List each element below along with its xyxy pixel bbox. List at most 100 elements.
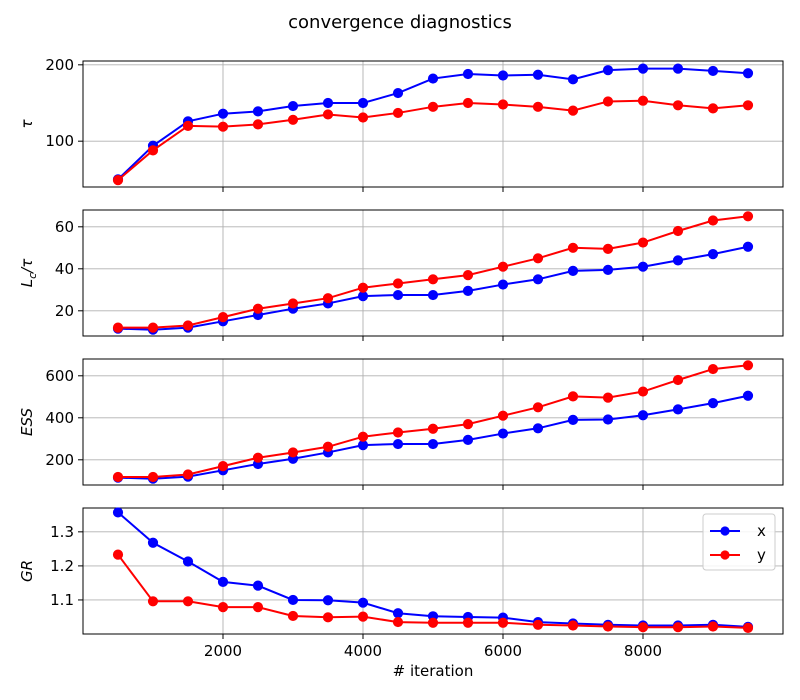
- data-point-y: [392, 427, 404, 438]
- data-point-x: [742, 68, 754, 79]
- data-point-y: [532, 619, 544, 630]
- data-point-y: [252, 452, 264, 463]
- data-point-x: [357, 291, 369, 302]
- data-point-y: [532, 253, 544, 264]
- data-point-y: [497, 617, 509, 628]
- data-point-y: [707, 215, 719, 226]
- data-point-y: [567, 105, 579, 116]
- data-point-y: [637, 95, 649, 106]
- series-x: [112, 507, 754, 632]
- data-point-x: [602, 264, 614, 275]
- data-point-y: [462, 97, 474, 109]
- series-y: [112, 95, 754, 186]
- data-point-y: [357, 611, 369, 622]
- data-point-x: [252, 106, 264, 117]
- data-point-y: [147, 596, 159, 607]
- data-point-x: [462, 68, 474, 80]
- data-point-y: [392, 278, 404, 289]
- data-point-x: [427, 289, 439, 301]
- data-point-y: [497, 261, 509, 272]
- legend-marker-x: [720, 526, 730, 536]
- data-point-x: [707, 65, 719, 77]
- data-point-x: [462, 285, 474, 296]
- data-point-y: [602, 243, 614, 254]
- data-point-x: [707, 398, 719, 409]
- data-point-y: [217, 601, 229, 613]
- data-point-y: [147, 322, 159, 333]
- series-x: [112, 63, 754, 185]
- data-point-y: [112, 175, 124, 186]
- data-point-x: [112, 507, 124, 518]
- data-point-y: [462, 419, 474, 430]
- axes-frame: [82, 507, 784, 635]
- data-point-x: [392, 608, 404, 619]
- data-point-y: [672, 100, 684, 111]
- y-tick-label: 100: [45, 132, 74, 150]
- data-point-x: [217, 108, 229, 119]
- data-point-y: [497, 410, 509, 421]
- data-point-x: [567, 74, 579, 85]
- data-point-x: [287, 100, 299, 112]
- panels-group: 100 200 τ 20 40 60 Lc/τ 200 400 600 ESS 2000 4000 600…: [18, 56, 784, 680]
- x-tick-label: 8000: [624, 642, 662, 660]
- data-point-x: [637, 261, 649, 272]
- data-point-x: [357, 597, 369, 608]
- data-point-y: [287, 447, 299, 458]
- x-tick-label: 2000: [204, 642, 242, 660]
- data-point-x: [427, 73, 439, 84]
- data-point-y: [707, 363, 719, 375]
- data-point-y: [112, 471, 124, 483]
- data-point-x: [392, 438, 404, 450]
- data-point-y: [217, 121, 229, 132]
- data-point-x: [217, 576, 229, 587]
- data-point-y: [392, 107, 404, 119]
- panel-3: 200 400 600 ESS: [18, 358, 784, 490]
- data-point-x: [742, 390, 754, 401]
- data-point-y: [287, 114, 299, 125]
- series-line-x: [117, 245, 749, 331]
- data-point-x: [602, 65, 614, 76]
- data-point-y: [567, 620, 579, 631]
- data-point-y: [637, 237, 649, 248]
- data-point-x: [147, 537, 159, 548]
- data-point-x: [567, 265, 579, 276]
- legend-marker-y: [720, 550, 730, 560]
- data-point-x: [427, 438, 439, 450]
- data-point-y: [287, 610, 299, 622]
- data-point-x: [462, 434, 474, 445]
- data-point-x: [672, 63, 684, 74]
- data-point-x: [497, 279, 509, 290]
- data-point-x: [322, 595, 334, 606]
- series-line-x: [117, 511, 749, 628]
- data-point-y: [742, 211, 754, 222]
- y-axis-label: ESS: [18, 408, 36, 436]
- data-point-x: [707, 249, 719, 260]
- panel-2: 20 40 60 Lc/τ: [18, 209, 784, 341]
- data-point-y: [147, 145, 159, 156]
- data-point-x: [252, 580, 264, 591]
- data-point-y: [462, 617, 474, 628]
- data-point-y: [357, 282, 369, 293]
- y-axis-label: τ: [18, 119, 36, 129]
- data-point-y: [392, 616, 404, 628]
- figure-title: convergence diagnostics: [288, 12, 512, 33]
- data-point-x: [567, 414, 579, 425]
- data-point-y: [182, 120, 194, 132]
- data-point-y: [462, 270, 474, 281]
- data-point-y: [637, 386, 649, 397]
- data-point-x: [287, 594, 299, 606]
- data-point-y: [707, 103, 719, 114]
- y-tick-label: 40: [55, 260, 74, 278]
- data-point-y: [217, 461, 229, 472]
- legend: xy: [702, 513, 776, 571]
- y-tick-label: 60: [55, 218, 74, 236]
- data-point-y: [252, 601, 264, 613]
- data-point-y: [357, 431, 369, 442]
- data-point-x: [357, 440, 369, 451]
- legend-label-y: y: [757, 546, 766, 564]
- data-point-x: [497, 70, 509, 81]
- y-tick-label: 1.2: [50, 557, 74, 575]
- series-line-y: [118, 364, 749, 479]
- data-point-y: [322, 612, 334, 623]
